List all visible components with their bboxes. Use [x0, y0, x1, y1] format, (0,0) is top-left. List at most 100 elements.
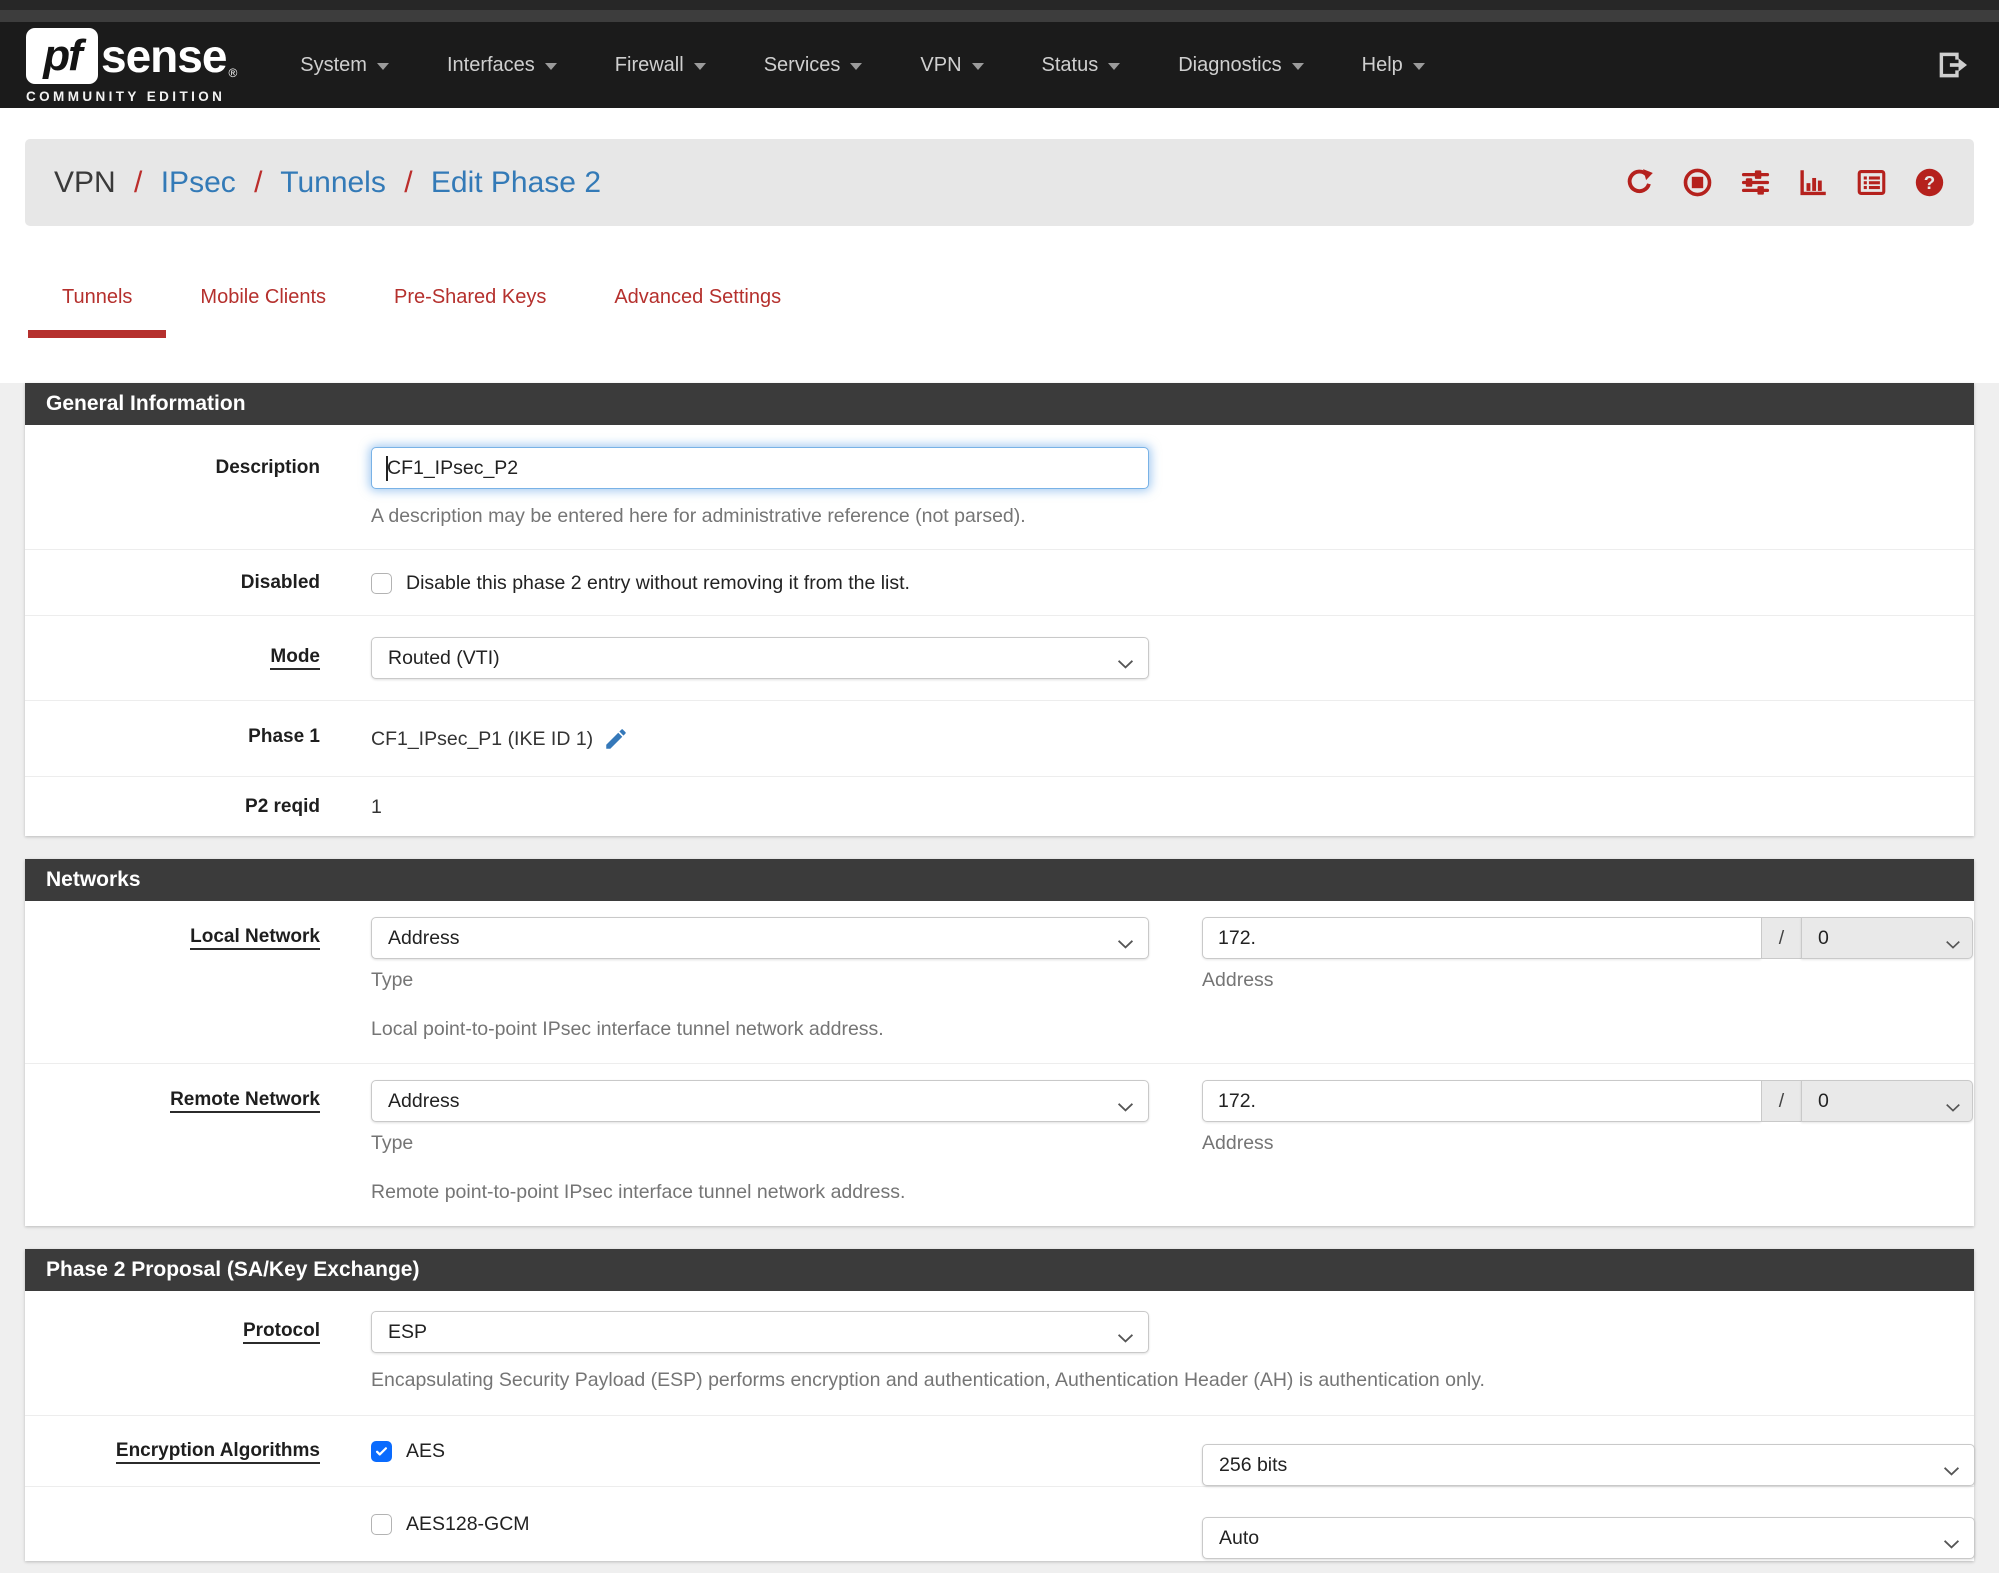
remote-network-address-input[interactable] [1202, 1080, 1761, 1122]
pf-logo-tile: pf [26, 28, 98, 84]
remote-network-address-group: / 0 [1202, 1080, 1973, 1122]
nav-item-system[interactable]: System [271, 22, 418, 108]
caret-down-icon [544, 63, 557, 70]
svg-text:?: ? [1924, 172, 1935, 193]
breadcrumb-actions: ? [1624, 167, 1945, 198]
help-icon[interactable]: ? [1914, 167, 1945, 198]
nav-item-diagnostics[interactable]: Diagnostics [1149, 22, 1332, 108]
row-mode: Mode Routed (VTI) [25, 616, 1974, 701]
aes128gcm-checkbox-line[interactable]: AES128-GCM [371, 1503, 1974, 1545]
local-network-mask-select[interactable]: 0 [1801, 917, 1973, 959]
chevron-down-icon [1945, 933, 1961, 956]
caret-down-icon [1412, 63, 1425, 70]
disabled-checkbox-label: Disable this phase 2 entry without remov… [406, 571, 910, 594]
phase1-value-line: CF1_IPsec_P1 (IKE ID 1) [371, 726, 1974, 752]
chevron-down-icon [1943, 1460, 1960, 1483]
mode-select[interactable]: Routed (VTI) [371, 637, 1149, 679]
sliders-icon[interactable] [1740, 167, 1771, 198]
row-local-network: Local Network Address Type Local point-t… [25, 901, 1974, 1064]
remote-network-type-select[interactable]: Address [371, 1080, 1149, 1122]
tab-mobile-clients[interactable]: Mobile Clients [200, 286, 327, 308]
breadcrumb-bar: VPN / IPsec / Tunnels / Edit Phase 2 [25, 139, 1974, 226]
remote-network-help: Remote point-to-point IPsec interface tu… [371, 1181, 906, 1203]
nav-item-vpn[interactable]: VPN [891, 22, 1012, 108]
pfsense-logo[interactable]: pf sense ® COMMUNITY EDITION [26, 28, 237, 104]
aes-checkbox-line[interactable]: AES [371, 1430, 1974, 1472]
window-top-strip [0, 0, 1999, 10]
local-network-help: Local point-to-point IPsec interface tun… [371, 1018, 884, 1040]
disabled-checkbox[interactable] [371, 572, 392, 594]
stop-icon[interactable] [1682, 167, 1713, 198]
navbar-top-strip [0, 10, 1999, 22]
aes-checkbox[interactable] [371, 1440, 392, 1462]
protocol-select-value: ESP [388, 1320, 428, 1343]
empty-label [25, 1503, 320, 1545]
caret-down-icon [1108, 63, 1121, 70]
remote-network-label: Remote Network [25, 1080, 320, 1204]
remote-network-address-caption: Address [1202, 1132, 1274, 1154]
remote-network-type-caption: Type [371, 1132, 414, 1154]
disabled-checkbox-line[interactable]: Disable this phase 2 entry without remov… [371, 562, 1974, 604]
mode-label: Mode [25, 637, 320, 679]
nav-item-services[interactable]: Services [735, 22, 892, 108]
description-label: Description [215, 457, 320, 478]
local-network-type-select[interactable]: Address [371, 917, 1149, 959]
chevron-down-icon [1943, 1533, 1960, 1556]
mode-select-value: Routed (VTI) [388, 646, 500, 669]
remote-network-mask-select[interactable]: 0 [1801, 1080, 1973, 1122]
row-remote-network: Remote Network Address Type Remote point… [25, 1064, 1974, 1226]
aes128gcm-checkbox[interactable] [371, 1513, 392, 1535]
caret-down-icon [376, 63, 389, 70]
row-encryption-aes128gcm: AES128-GCM Auto [25, 1487, 1975, 1561]
row-description: Description A description may be entered… [25, 425, 1974, 550]
row-encryption-aes: Encryption Algorithms AES 256 bits [25, 1416, 1975, 1487]
brand-name: sense [101, 30, 227, 82]
main-navbar: pf sense ® COMMUNITY EDITION System Inte… [0, 22, 1999, 108]
aes-checkbox-label: AES [406, 1439, 446, 1462]
breadcrumb-link-tunnels[interactable]: Tunnels [280, 165, 386, 199]
tabs-spacer [25, 338, 1974, 383]
breadcrumb: VPN / IPsec / Tunnels / Edit Phase 2 [54, 166, 601, 200]
edit-pencil-icon[interactable] [603, 726, 629, 752]
nav-item-help[interactable]: Help [1333, 22, 1454, 108]
log-icon[interactable] [1856, 167, 1887, 198]
aes-keylen-select[interactable]: 256 bits [1202, 1444, 1975, 1486]
nav-item-firewall[interactable]: Firewall [586, 22, 735, 108]
tab-tunnels[interactable]: Tunnels [28, 286, 167, 338]
breadcrumb-vpn: VPN [54, 165, 116, 199]
row-protocol: Protocol ESP Encapsulating Security Payl… [25, 1291, 1974, 1416]
page-tabs: Tunnels Mobile Clients Pre-Shared Keys A… [25, 286, 1974, 338]
protocol-select[interactable]: ESP [371, 1311, 1149, 1353]
breadcrumb-link-edit-phase-2[interactable]: Edit Phase 2 [430, 165, 602, 199]
disabled-label: Disabled [240, 572, 320, 593]
panel-phase2-proposal: Phase 2 Proposal (SA/Key Exchange) Proto… [25, 1249, 1975, 1561]
nav-item-status[interactable]: Status [1013, 22, 1150, 108]
encryption-algorithms-label: Encryption Algorithms [25, 1430, 320, 1472]
local-network-address-caption: Address [1202, 969, 1274, 991]
remote-network-slash-addon: / [1761, 1080, 1801, 1122]
navbar-menu: System Interfaces Firewall Services VPN … [271, 22, 1453, 108]
section-title-networks: Networks [25, 859, 1974, 901]
chevron-down-icon [1117, 1096, 1134, 1119]
tab-advanced-settings[interactable]: Advanced Settings [614, 286, 782, 308]
section-title-general-information: General Information [25, 383, 1974, 425]
local-network-address-input[interactable] [1202, 917, 1761, 959]
sign-out-icon[interactable] [1935, 48, 1969, 82]
breadcrumb-link-ipsec[interactable]: IPsec [160, 165, 236, 199]
protocol-help: Encapsulating Security Payload (ESP) per… [371, 1369, 1485, 1391]
caret-down-icon [693, 63, 706, 70]
pfsense-logo-top: pf sense ® [26, 28, 237, 84]
local-network-type-value: Address [388, 926, 460, 949]
chart-icon[interactable] [1798, 167, 1829, 198]
aes128gcm-keylen-select[interactable]: Auto [1202, 1517, 1975, 1559]
nav-item-interfaces[interactable]: Interfaces [418, 22, 586, 108]
refresh-icon[interactable] [1624, 167, 1655, 198]
aes128gcm-checkbox-label: AES128-GCM [406, 1512, 530, 1535]
tab-pre-shared-keys[interactable]: Pre-Shared Keys [394, 286, 547, 308]
local-network-label: Local Network [25, 917, 320, 1041]
description-input[interactable] [371, 447, 1149, 489]
chevron-down-icon [1945, 1096, 1961, 1119]
chevron-down-icon [1117, 653, 1134, 676]
local-network-mask-value: 0 [1818, 926, 1829, 949]
remote-network-mask-value: 0 [1818, 1089, 1829, 1112]
